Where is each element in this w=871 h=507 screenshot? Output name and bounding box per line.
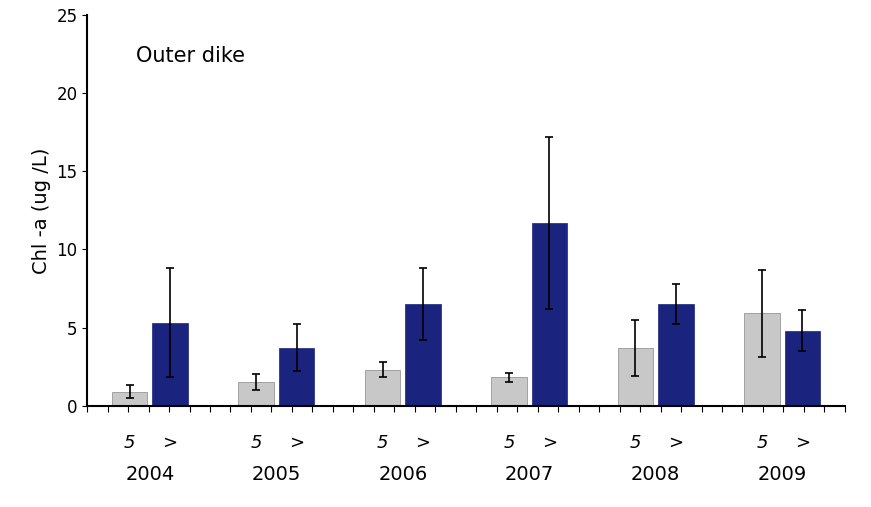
Text: >: > — [795, 433, 810, 452]
Text: >: > — [289, 433, 304, 452]
Bar — [658, 304, 693, 406]
Text: 5: 5 — [250, 433, 262, 452]
Text: 5: 5 — [630, 433, 641, 452]
Text: 2008: 2008 — [631, 465, 680, 484]
Text: 5: 5 — [124, 433, 135, 452]
Text: 2005: 2005 — [252, 465, 301, 484]
Bar — [618, 348, 653, 406]
Text: >: > — [163, 433, 178, 452]
Text: >: > — [668, 433, 684, 452]
Text: >: > — [415, 433, 430, 452]
Bar — [405, 304, 441, 406]
Bar — [279, 348, 314, 406]
Text: >: > — [542, 433, 557, 452]
Text: 2006: 2006 — [378, 465, 428, 484]
Y-axis label: Chl -a (ug /L): Chl -a (ug /L) — [31, 147, 51, 274]
Bar — [744, 313, 780, 406]
Bar — [491, 378, 527, 406]
Bar — [785, 331, 820, 406]
Bar — [152, 323, 188, 406]
Text: 2009: 2009 — [758, 465, 807, 484]
Bar — [239, 382, 273, 406]
Bar — [365, 370, 400, 406]
Bar — [111, 391, 147, 406]
Text: 5: 5 — [377, 433, 388, 452]
Text: Outer dike: Outer dike — [137, 47, 246, 66]
Text: 5: 5 — [503, 433, 515, 452]
Text: 2004: 2004 — [125, 465, 174, 484]
Text: 2007: 2007 — [504, 465, 554, 484]
Text: 5: 5 — [756, 433, 767, 452]
Bar — [532, 223, 567, 406]
